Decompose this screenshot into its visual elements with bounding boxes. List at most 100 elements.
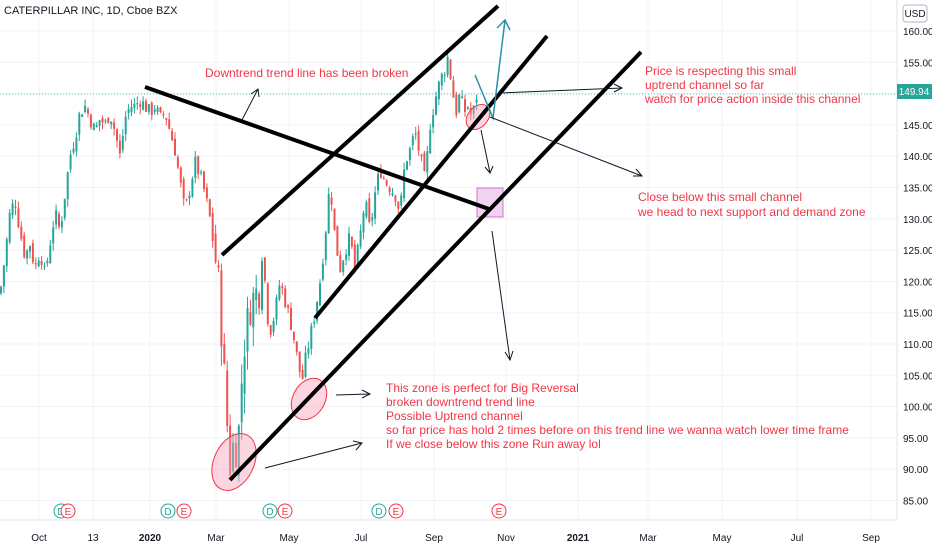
- candle-body: [336, 225, 339, 256]
- upper-channel-line[interactable]: [220, 4, 500, 257]
- candle-body: [66, 172, 69, 200]
- candle-body: [437, 81, 440, 100]
- candle-body: [191, 178, 194, 197]
- y-tick-label: 160.00: [903, 27, 932, 38]
- annotation-line: Downtrend trend line has been broken: [205, 66, 408, 80]
- candle-body: [319, 283, 321, 305]
- x-tick-label: Jul: [791, 533, 804, 544]
- candle-body: [266, 283, 269, 324]
- arrow-down-to-box: [480, 129, 491, 174]
- x-tick-label: May: [713, 533, 732, 544]
- candle-body: [275, 297, 278, 320]
- arrow-to-reversal: [335, 393, 371, 396]
- y-tick-label: 100.00: [903, 403, 932, 414]
- x-tick-label: 2021: [567, 533, 590, 544]
- candle-body: [78, 113, 81, 135]
- candle-body: [133, 103, 136, 108]
- candle-body: [377, 173, 379, 191]
- candle-body: [40, 261, 43, 265]
- candle-body: [324, 232, 327, 261]
- earnings-badge[interactable]: E: [388, 503, 404, 519]
- candle-body: [458, 94, 461, 113]
- badge-letter: E: [282, 507, 289, 518]
- candle-body: [345, 254, 348, 261]
- annotation-line: This zone is perfect for Big Reversal: [386, 381, 579, 395]
- candle-body: [301, 370, 304, 379]
- candle-body: [147, 104, 150, 112]
- candle-body: [452, 80, 455, 98]
- candle-body: [136, 103, 139, 105]
- candle-body: [159, 107, 162, 113]
- candle-body: [400, 195, 403, 206]
- candle-body: [69, 154, 72, 170]
- candle-body: [359, 230, 362, 247]
- downtrend-line[interactable]: [144, 85, 490, 211]
- badge-letter: E: [65, 507, 72, 518]
- candle-body: [240, 383, 243, 423]
- candle-body: [368, 198, 371, 222]
- badge-letter: D: [375, 507, 382, 518]
- candle-body: [20, 226, 23, 240]
- candle-body: [339, 255, 342, 272]
- candle-body: [426, 151, 429, 173]
- earnings-badge[interactable]: E: [277, 503, 293, 519]
- candle-body: [420, 154, 423, 157]
- candle-body: [388, 187, 391, 193]
- y-tick-label: 105.00: [903, 371, 932, 382]
- small-channel-line[interactable]: [313, 34, 549, 320]
- candle-body: [89, 114, 92, 128]
- candle-body: [75, 137, 78, 152]
- time-axis[interactable]: Oct 13 2020 Mar May Jul Sep Nov 2021 Mar May Jul Sep: [31, 533, 880, 544]
- candle-body: [182, 179, 185, 199]
- candle-body: [8, 212, 11, 243]
- candle-body: [87, 109, 89, 114]
- candle-body: [446, 56, 449, 75]
- candle-body: [72, 148, 75, 153]
- candle-body: [162, 113, 165, 115]
- candle-body: [382, 178, 385, 180]
- candle-body: [342, 260, 345, 273]
- candle-body: [63, 198, 66, 218]
- candle-body: [333, 208, 336, 230]
- candle-body: [429, 129, 432, 154]
- dividend-badge[interactable]: D: [160, 503, 176, 519]
- event-badges[interactable]: DEDEDEDEE: [53, 503, 507, 519]
- candle-body: [49, 245, 52, 264]
- candles: [0, 51, 478, 482]
- x-tick-label: Mar: [639, 533, 657, 544]
- candle-body: [179, 167, 182, 183]
- last-price-tag: 149.94: [897, 84, 932, 99]
- earnings-badge[interactable]: E: [176, 503, 192, 519]
- candle-body: [290, 307, 292, 330]
- dividend-badge[interactable]: D: [262, 503, 278, 519]
- candle-body: [292, 331, 295, 341]
- arrowhead-icon: [361, 389, 372, 399]
- candle-body: [107, 117, 110, 123]
- candle-body: [263, 257, 266, 281]
- candle-body: [153, 109, 156, 112]
- annotation-line: uptrend channel so far: [645, 78, 764, 92]
- candle-body: [127, 108, 130, 114]
- candle-body: [116, 129, 118, 141]
- currency-label[interactable]: USD: [902, 4, 928, 23]
- candle-body: [269, 325, 272, 335]
- candle-body: [203, 171, 205, 190]
- earnings-badge[interactable]: E: [491, 503, 507, 519]
- main-support-line[interactable]: [228, 50, 643, 482]
- candle-body: [258, 293, 261, 309]
- candle-body: [281, 286, 284, 289]
- candle-body: [17, 208, 20, 228]
- dividend-badge[interactable]: D: [371, 503, 387, 519]
- candle-body: [232, 442, 234, 472]
- trendlines[interactable]: [144, 4, 643, 482]
- candle-body: [417, 130, 420, 151]
- candle-body: [284, 288, 287, 307]
- candle-body: [348, 233, 350, 256]
- candle-body: [255, 288, 258, 301]
- arrowhead-icon: [613, 83, 624, 93]
- candle-body: [261, 260, 263, 311]
- candle-body: [449, 59, 452, 79]
- earnings-badge[interactable]: E: [60, 503, 76, 519]
- price-axis[interactable]: 85.00 90.00 95.00 100.00 105.00 110.00 115.00 1…: [903, 27, 932, 508]
